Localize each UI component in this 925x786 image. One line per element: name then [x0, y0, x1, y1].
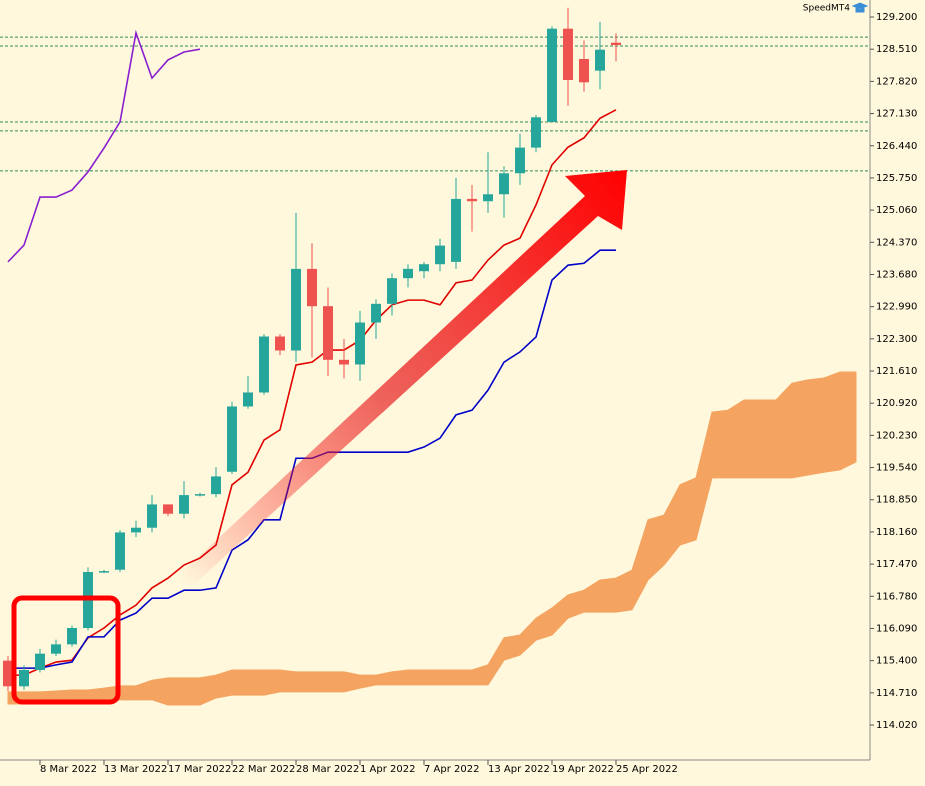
- y-tick-label: 114.020: [876, 720, 917, 731]
- candle-body: [371, 303, 381, 323]
- candle-body: [195, 494, 205, 496]
- y-tick-label: 118.850: [876, 495, 917, 506]
- annotations: [11, 170, 627, 705]
- y-tick-label: 117.470: [876, 559, 917, 570]
- candle-body: [35, 653, 45, 670]
- candle-body: [531, 117, 541, 148]
- y-tick-label: 126.440: [876, 141, 917, 152]
- candle-body: [451, 198, 461, 262]
- candle-body: [483, 194, 493, 202]
- axes: SpeedMT4 129.200 128.510 127.820 127.130 126…: [0, 0, 917, 775]
- y-tick-label: 125.750: [876, 173, 917, 184]
- x-tick-label: 28 Mar 2022: [296, 764, 359, 775]
- candle-body: [227, 406, 237, 472]
- candle-body: [387, 278, 397, 304]
- y-tick-label: 127.820: [876, 76, 917, 87]
- candle-body: [259, 336, 269, 393]
- candle-body: [595, 49, 605, 71]
- candle-body: [147, 504, 157, 528]
- trend-arrow: [178, 170, 627, 590]
- y-tick-label: 129.200: [876, 12, 917, 23]
- y-tick-label: 119.540: [876, 463, 917, 474]
- candle-body: [563, 28, 573, 80]
- y-tick-label: 127.130: [876, 109, 917, 120]
- candle-body: [163, 504, 173, 514]
- indicator-line: [8, 109, 617, 676]
- candle-body: [179, 495, 189, 514]
- candle-body: [3, 660, 13, 687]
- candle-body: [403, 268, 413, 279]
- candle-body: [419, 264, 429, 272]
- candle-body: [99, 571, 109, 573]
- candle-body: [339, 359, 349, 365]
- candle-body: [275, 336, 285, 351]
- x-tick-label: 7 Apr 2022: [424, 764, 479, 775]
- candle-body: [131, 527, 141, 533]
- candle-body: [579, 58, 589, 83]
- x-tick-label: 22 Mar 2022: [232, 764, 295, 775]
- candle-body: [115, 532, 125, 570]
- x-tick-label: 25 Apr 2022: [616, 764, 678, 775]
- y-tick-label: 128.510: [876, 44, 917, 55]
- candle-body: [67, 628, 77, 645]
- watermark: SpeedMT4: [803, 4, 850, 14]
- x-tick-label: 13 Apr 2022: [488, 764, 550, 775]
- y-tick-label: 116.780: [876, 591, 917, 602]
- candle-body: [19, 669, 29, 687]
- candle-body: [499, 173, 509, 195]
- y-tick-label: 114.710: [876, 688, 917, 699]
- candle-body: [467, 198, 477, 202]
- x-tick-label: 17 Mar 2022: [168, 764, 231, 775]
- candle-body: [355, 322, 365, 365]
- indicator-line: [7, 29, 201, 263]
- candle-body: [291, 268, 301, 351]
- candle-body: [243, 392, 253, 407]
- x-tick-label: 13 Mar 2022: [104, 764, 167, 775]
- candle-body: [435, 245, 445, 265]
- x-tick-label: 19 Apr 2022: [552, 764, 614, 775]
- watermark-icon: [851, 2, 869, 13]
- y-tick-label: 120.920: [876, 398, 917, 409]
- x-tick-label: 8 Mar 2022: [40, 764, 97, 775]
- candle-body: [323, 306, 333, 360]
- candle-body: [211, 476, 221, 495]
- candle-body: [307, 268, 317, 307]
- candle-body: [547, 28, 557, 122]
- y-tick-label: 116.090: [876, 623, 917, 634]
- cloud: [7, 371, 857, 706]
- y-tick-label: 122.300: [876, 334, 917, 345]
- y-tick-label: 120.230: [876, 430, 917, 441]
- candle-body: [51, 644, 61, 654]
- y-tick-label: 122.990: [876, 302, 917, 313]
- y-tick-label: 125.060: [876, 205, 917, 216]
- x-tick-label: 1 Apr 2022: [360, 764, 415, 775]
- highlight-box: [11, 595, 121, 705]
- y-tick-label: 123.680: [876, 269, 917, 280]
- y-tick-label: 115.400: [876, 656, 917, 667]
- candle-body: [515, 147, 525, 174]
- y-tick-label: 124.370: [876, 237, 917, 248]
- candle-body: [611, 42, 621, 46]
- y-tick-label: 118.160: [876, 527, 917, 538]
- y-tick-label: 121.610: [876, 366, 917, 377]
